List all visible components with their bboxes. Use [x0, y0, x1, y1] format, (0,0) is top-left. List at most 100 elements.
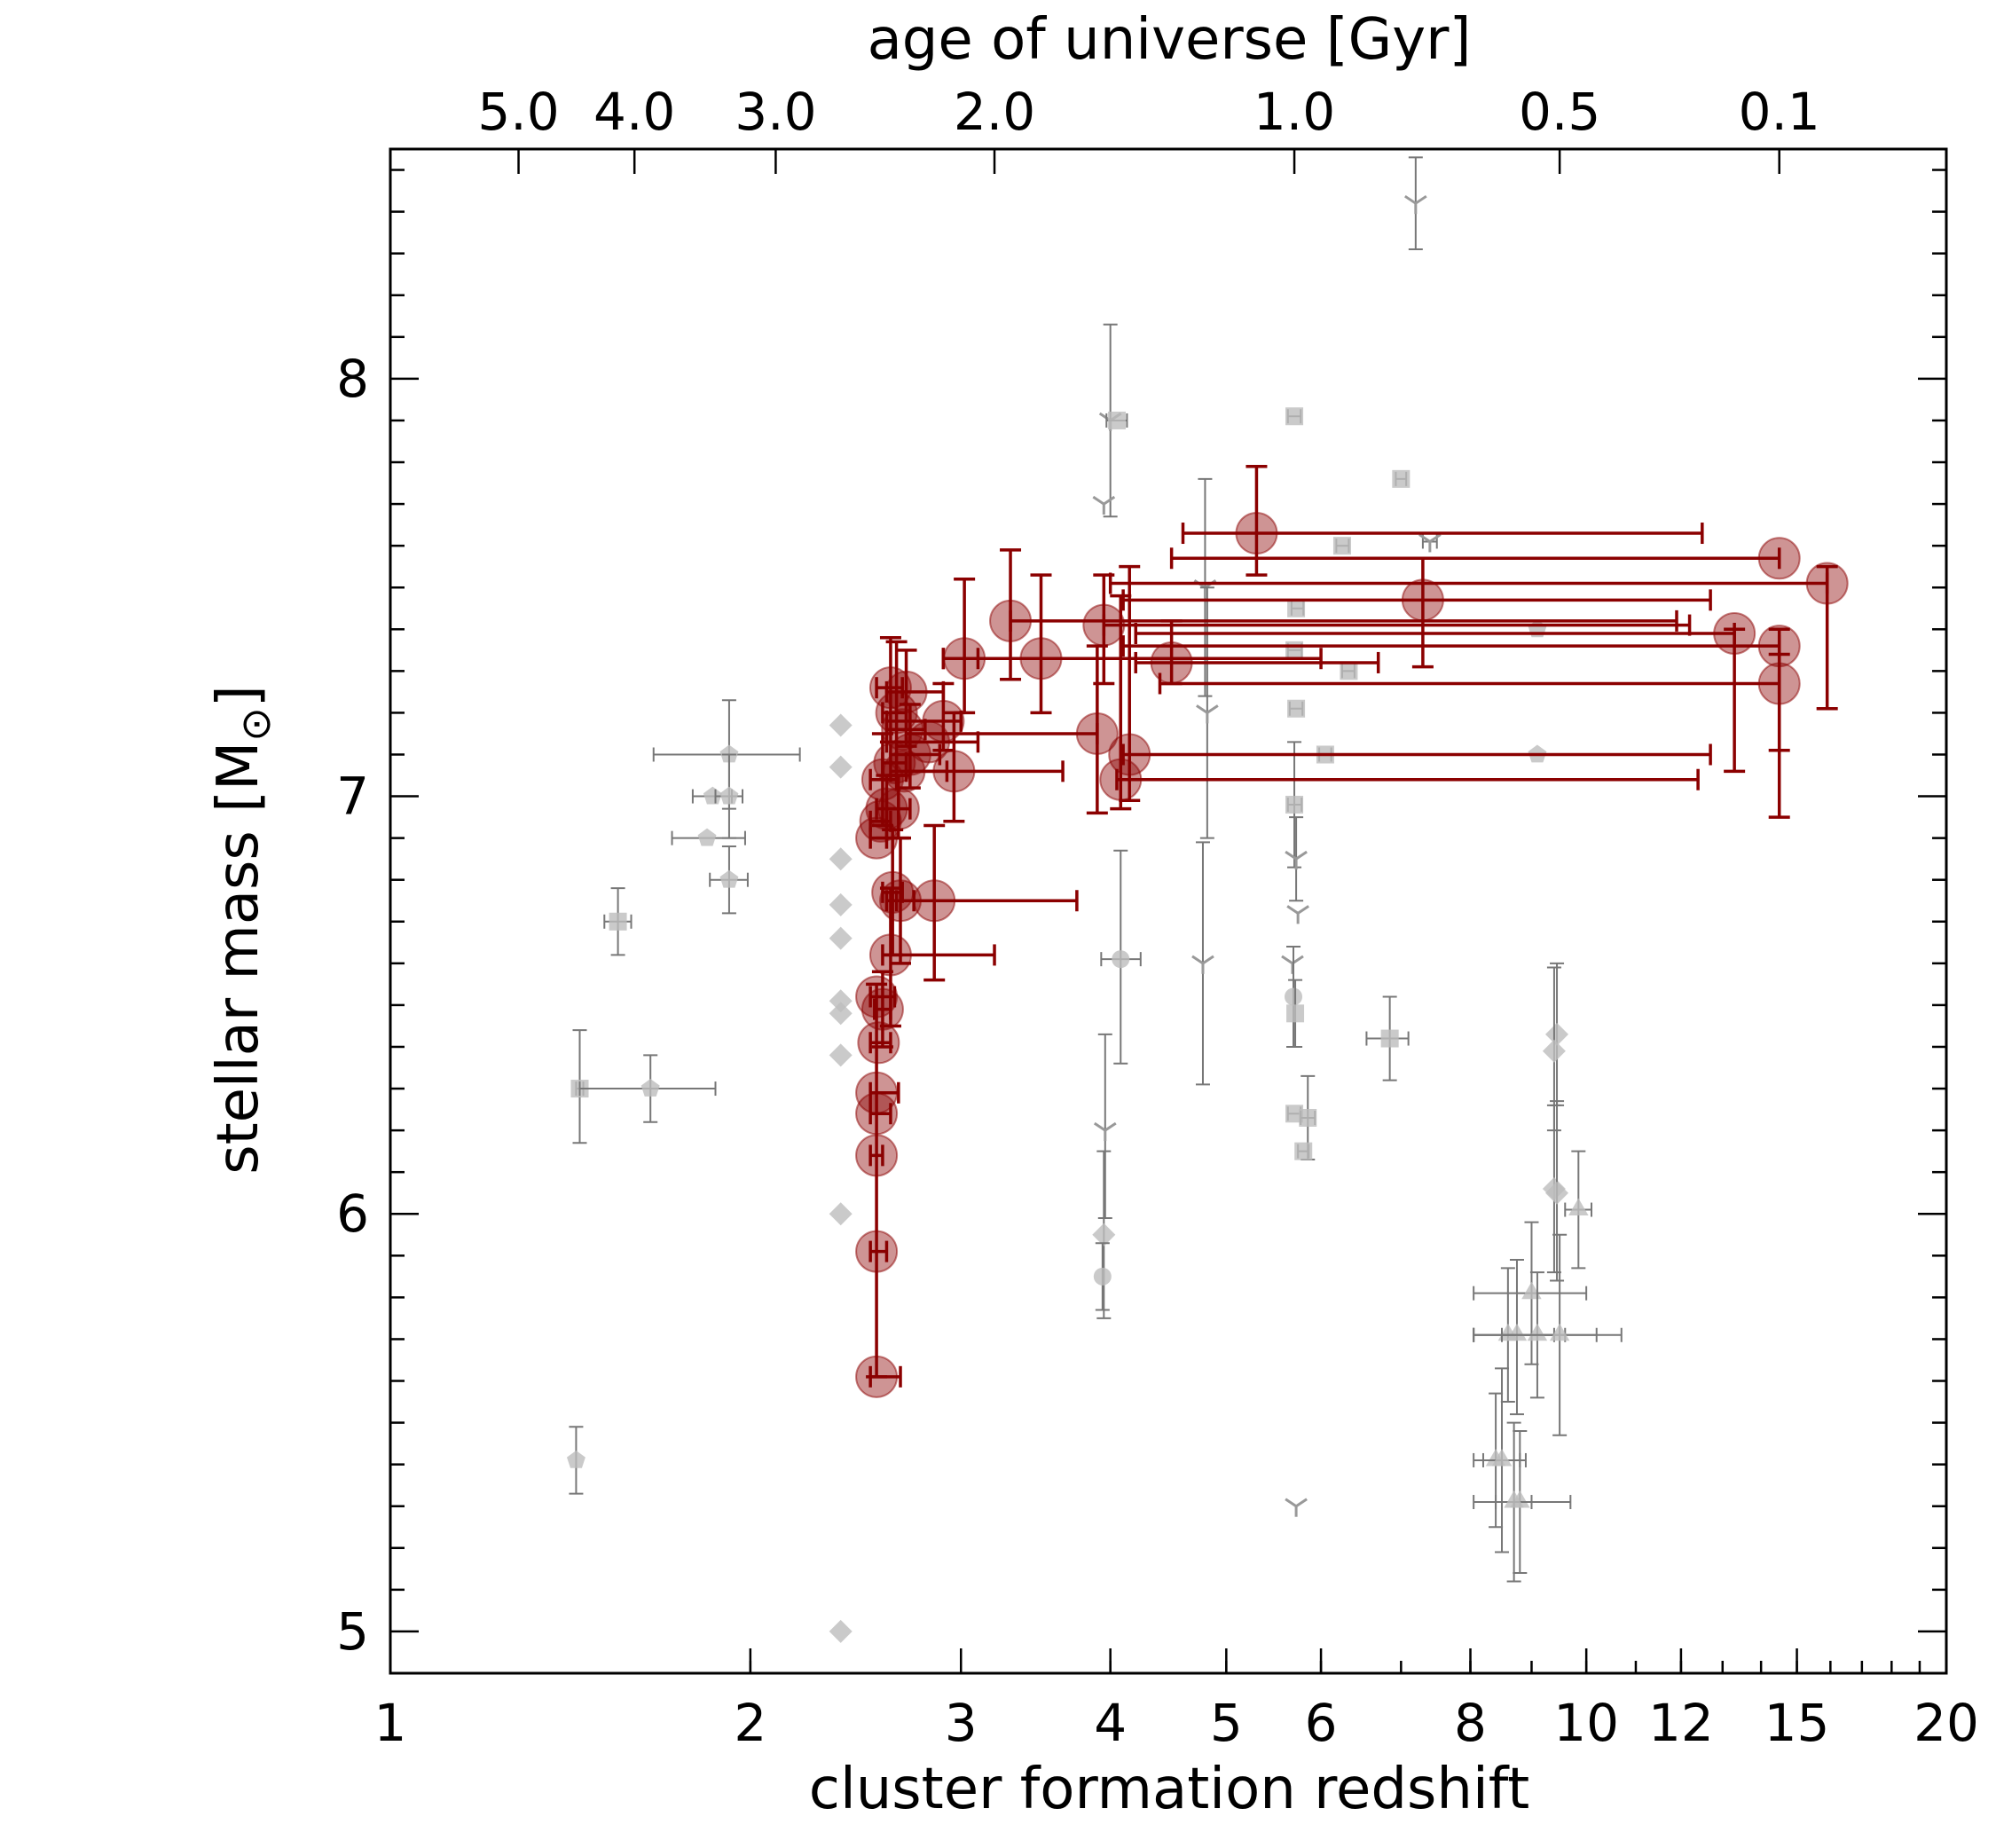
tri-down-marker	[1285, 850, 1297, 861]
comparison-point	[714, 753, 743, 839]
red-cluster-marker	[879, 879, 923, 923]
square-marker	[1285, 1105, 1304, 1123]
top-axis-title: age of universe [Gyr]	[868, 7, 1472, 73]
square-marker	[1285, 641, 1304, 659]
x-tick-label: 10	[1553, 1693, 1619, 1753]
diamond-marker	[1545, 1022, 1568, 1046]
red-cluster-marker	[868, 666, 912, 710]
x-tick-label: 15	[1764, 1693, 1830, 1753]
top-tick-label: 3.0	[735, 82, 816, 142]
comparison-point	[1392, 469, 1411, 488]
comparison-point	[1332, 537, 1351, 555]
square-marker	[1299, 1108, 1317, 1127]
square-marker	[1287, 699, 1306, 718]
x-tick-label: 2	[734, 1693, 766, 1753]
x-tick-label: 1	[374, 1693, 407, 1753]
red-cluster-marker	[855, 1355, 899, 1398]
comparison-point	[671, 828, 746, 846]
tri-down-marker	[1104, 1121, 1117, 1132]
red-cluster-marker	[865, 787, 908, 830]
comparison-point	[1365, 995, 1410, 1081]
diamond-marker	[829, 893, 853, 916]
comparison-point	[1100, 849, 1142, 1065]
red-cluster-marker	[1757, 537, 1801, 580]
tri-down-marker	[1285, 1498, 1297, 1507]
comparison-point	[829, 1043, 853, 1067]
y-tick-label: 8	[336, 349, 369, 409]
tri-down-marker	[1403, 194, 1417, 205]
pentagon-marker	[567, 1451, 585, 1468]
diamond-marker	[829, 1002, 853, 1026]
comparison-point	[1564, 1150, 1592, 1270]
comparison-point	[829, 926, 853, 950]
y-axis-title: stellar mass [M⊙]	[206, 685, 279, 1175]
y-tick-label: 7	[336, 767, 369, 827]
triangle-marker	[1568, 1198, 1589, 1215]
triangle-marker	[1521, 1281, 1542, 1300]
red-cluster-marker	[1075, 712, 1119, 755]
comparison-point	[603, 887, 633, 956]
tri-down-marker	[1093, 1121, 1106, 1132]
x-axis-title: cluster formation redshift	[809, 1757, 1529, 1822]
triangle-marker	[1491, 1449, 1513, 1467]
square-marker	[1294, 1142, 1313, 1160]
square-marker	[1392, 469, 1411, 488]
comparison-point	[829, 989, 853, 1013]
square-marker	[1332, 537, 1351, 555]
red-cluster-point	[1169, 537, 1801, 580]
x-tick-label: 20	[1913, 1693, 1979, 1753]
diamond-marker	[829, 1619, 853, 1643]
circle-marker	[1112, 950, 1130, 969]
tri-down-marker	[1414, 194, 1427, 205]
red-cluster-point	[904, 644, 1119, 815]
comparison-point	[1418, 533, 1442, 553]
red-cluster-point	[1158, 652, 1801, 819]
red-cluster-point	[881, 708, 927, 751]
comparison-point	[1495, 1421, 1533, 1583]
diamond-marker	[829, 1043, 853, 1067]
comparison-point	[1403, 156, 1427, 250]
square-marker	[1285, 795, 1304, 814]
comparison-point	[1501, 1233, 1623, 1436]
red-cluster-marker	[1235, 512, 1278, 555]
x-tick-label: 8	[1454, 1693, 1487, 1753]
square-marker	[609, 912, 627, 931]
red-cluster-marker	[943, 637, 986, 680]
tri-down-marker	[1206, 704, 1219, 714]
comparison-point	[1092, 1150, 1116, 1319]
red-cluster-marker	[1401, 578, 1444, 622]
pentagon-marker	[719, 869, 739, 888]
comparison-point	[1294, 1142, 1313, 1160]
top-tick-label: 2.0	[954, 82, 1035, 142]
comparison-point	[1196, 586, 1219, 839]
comparison-point	[829, 847, 853, 871]
tri-down-marker	[1297, 905, 1309, 915]
top-tick-label: 0.5	[1519, 82, 1600, 142]
top-tick-label: 5.0	[477, 82, 559, 142]
comparison-point	[1285, 1498, 1308, 1517]
square-marker	[1107, 411, 1126, 429]
red-cluster-marker	[989, 599, 1033, 642]
comparison-point	[1542, 966, 1566, 1132]
tri-down-marker	[1295, 1498, 1308, 1507]
diamond-marker	[829, 847, 853, 871]
red-cluster-point	[1121, 556, 1712, 669]
comparison-point	[1473, 1221, 1588, 1365]
red-cluster-series	[855, 464, 1849, 1398]
comparison-point	[1545, 1100, 1568, 1282]
comparison-point	[829, 1202, 853, 1226]
diamond-marker	[829, 755, 853, 779]
red-cluster-point	[857, 1021, 900, 1065]
pentagon-marker	[703, 786, 722, 805]
y-tick-label: 5	[336, 1601, 369, 1662]
red-cluster-point	[1099, 594, 1700, 811]
square-marker	[1340, 662, 1358, 680]
top-tick-label: 0.1	[1739, 82, 1820, 142]
diamond-marker	[829, 713, 853, 737]
red-cluster-point	[894, 823, 1079, 982]
comparison-point	[1545, 962, 1568, 1106]
comparison-point	[829, 1002, 853, 1026]
comparison-point	[1340, 662, 1358, 680]
square-marker	[1287, 599, 1306, 617]
red-cluster-point	[868, 886, 996, 1028]
